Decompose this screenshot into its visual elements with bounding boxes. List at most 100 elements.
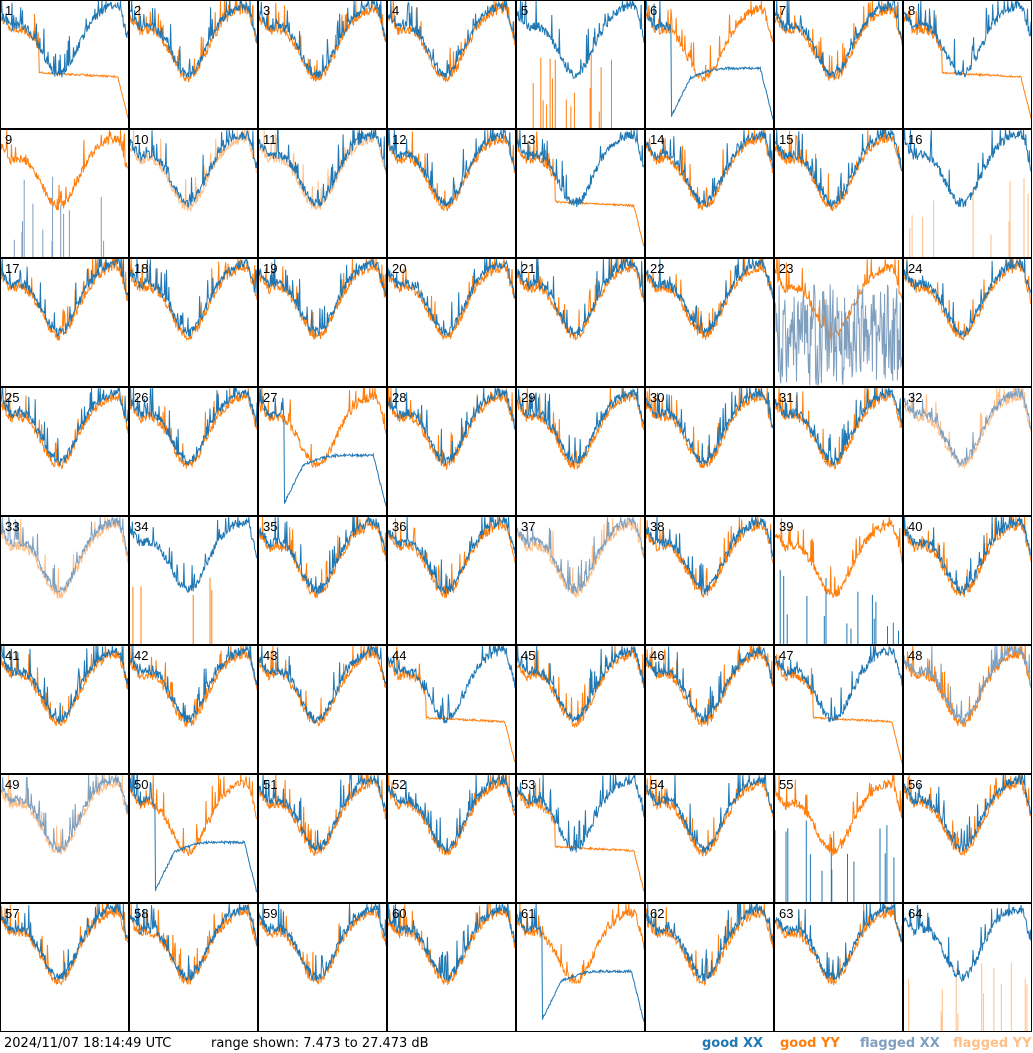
series-xx (259, 1, 386, 78)
series-xx (775, 646, 902, 723)
panel-label: 49 (5, 777, 19, 792)
panel-label: 20 (392, 261, 406, 276)
panel-36: 36 (387, 516, 516, 645)
panel-label: 25 (5, 390, 19, 405)
panel-44: 44 (387, 645, 516, 774)
panel-55: 55 (774, 774, 903, 903)
series-xx (517, 388, 644, 466)
panel-60: 60 (387, 903, 516, 1032)
range-text: range shown: 7.473 to 27.473 dB (211, 1036, 429, 1051)
panel-frame (516, 129, 645, 258)
panel-label: 47 (779, 648, 793, 663)
panel-37: 37 (516, 516, 645, 645)
series-xx (130, 775, 257, 893)
panel-frame (774, 516, 903, 645)
panel-21: 21 (516, 258, 645, 387)
panel-label: 22 (650, 261, 664, 276)
series-xx (904, 904, 1031, 982)
panel-frame (645, 0, 774, 129)
series-xx (388, 130, 515, 207)
panel-52: 52 (387, 774, 516, 903)
series-xx (775, 283, 902, 386)
panel-frame (387, 645, 516, 774)
series-yy (775, 388, 902, 470)
panel-label: 32 (908, 390, 922, 405)
panel-label: 34 (134, 519, 148, 534)
panel-31: 31 (774, 387, 903, 516)
panel-label: 50 (134, 777, 148, 792)
panel-frame (129, 0, 258, 129)
panel-7: 7 (774, 0, 903, 129)
panel-frame (903, 645, 1032, 774)
panel-label: 54 (650, 777, 664, 792)
panel-frame (129, 129, 258, 258)
panel-frame (0, 645, 129, 774)
panel-18: 18 (129, 258, 258, 387)
panel-label: 14 (650, 132, 664, 147)
panel-frame (903, 0, 1032, 129)
panel-label: 5 (521, 3, 528, 18)
legend-flagged-yy: flagged YY (953, 1036, 1032, 1051)
timestamp-text: 2024/11/07 18:14:49 UTC (4, 1036, 172, 1051)
panel-label: 8 (908, 3, 915, 18)
panel-35: 35 (258, 516, 387, 645)
panel-label: 30 (650, 390, 664, 405)
series-xx (1, 1, 128, 78)
panel-12: 12 (387, 129, 516, 258)
series-xx (259, 517, 386, 595)
footer-bar: 2024/11/07 18:14:49 UTC range shown: 7.4… (0, 1034, 1033, 1053)
series-xx (13, 176, 105, 257)
panel-label: 12 (392, 132, 406, 147)
series-xx (775, 820, 895, 902)
panel-47: 47 (774, 645, 903, 774)
panel-62: 62 (645, 903, 774, 1032)
series-xx (775, 1, 902, 79)
panel-frame (258, 774, 387, 903)
panel-38: 38 (645, 516, 774, 645)
panel-label: 1 (5, 3, 12, 18)
panel-frame (0, 516, 129, 645)
series-xx (130, 1, 257, 78)
panel-label: 40 (908, 519, 922, 534)
series-xx (388, 517, 515, 595)
panel-frame (903, 903, 1032, 1032)
panel-53: 53 (516, 774, 645, 903)
panel-label: 31 (779, 390, 793, 405)
series-yy (775, 517, 902, 598)
panel-33: 33 (0, 516, 129, 645)
panel-label: 13 (521, 132, 535, 147)
panel-14: 14 (645, 129, 774, 258)
panel-43: 43 (258, 645, 387, 774)
panel-frame (0, 129, 129, 258)
series-yy (904, 517, 1031, 598)
series-xx (388, 1, 515, 79)
series-xx (259, 130, 386, 207)
panel-label: 57 (5, 906, 19, 921)
panel-2: 2 (129, 0, 258, 129)
panel-label: 26 (134, 390, 148, 405)
panel-39: 39 (774, 516, 903, 645)
panel-9: 9 (0, 129, 129, 258)
panel-28: 28 (387, 387, 516, 516)
series-yy (646, 1, 773, 83)
series-xx (517, 775, 644, 853)
series-yy (388, 130, 515, 212)
panel-56: 56 (903, 774, 1032, 903)
panel-label: 18 (134, 261, 148, 276)
panel-frame (516, 774, 645, 903)
panel-frame (774, 645, 903, 774)
series-xx (130, 517, 257, 594)
series-xx (775, 904, 902, 981)
series-xx (1, 388, 128, 466)
series-xx (130, 388, 257, 467)
series-xx (779, 569, 899, 644)
series-xx (259, 775, 386, 852)
series-xx (517, 259, 644, 336)
panel-45: 45 (516, 645, 645, 774)
series-yy (388, 259, 515, 341)
panel-label: 51 (263, 777, 277, 792)
panel-17: 17 (0, 258, 129, 387)
legend-good-yy: good YY (780, 1036, 840, 1051)
panel-1: 1 (0, 0, 129, 129)
